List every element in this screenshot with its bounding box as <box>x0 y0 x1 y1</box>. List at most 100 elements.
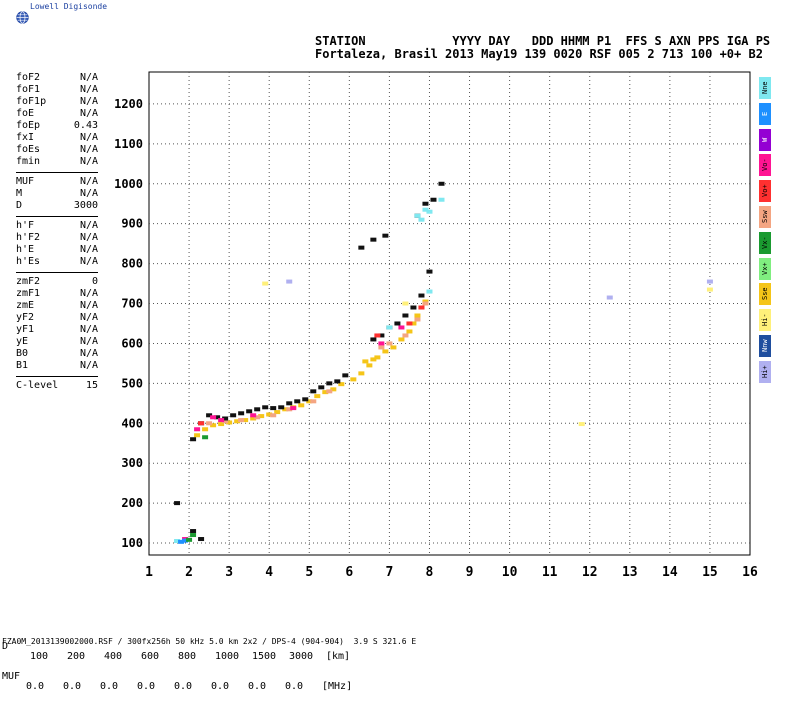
legend-label: Vx- <box>761 236 769 250</box>
legend-label: Hi+ <box>761 365 769 379</box>
muf-value: 0.0 <box>137 681 156 692</box>
echo-point <box>310 399 317 404</box>
param-name: foF1p <box>16 96 47 107</box>
x-tick-label: 3 <box>225 565 233 580</box>
param-name: yF2 <box>16 312 35 323</box>
param-row: yE N/A <box>16 336 98 348</box>
muf-value: 0.0 <box>174 681 193 692</box>
param-name: yF1 <box>16 324 35 335</box>
param-row: D 3000 <box>16 200 98 212</box>
plot-frame <box>148 71 751 556</box>
echo-point <box>370 237 377 242</box>
echo-point <box>418 217 425 222</box>
param-name: foE <box>16 108 35 119</box>
echo-point <box>310 389 317 394</box>
muf-value: 0.0 <box>285 681 304 692</box>
echo-point <box>362 359 369 364</box>
echo-point <box>186 537 193 542</box>
param-name: h'E <box>16 244 35 255</box>
echo-point <box>190 437 197 442</box>
param-row: h'F N/A <box>16 220 98 232</box>
echo-point <box>250 416 257 421</box>
param-row: zmF1 N/A <box>16 288 98 300</box>
param-value: N/A <box>79 96 98 107</box>
param-name: fxI <box>16 132 35 143</box>
param-value: N/A <box>79 176 98 187</box>
echo-point <box>174 539 181 544</box>
echo-point <box>254 407 261 412</box>
header-values: Fortaleza, Brasil 2013 May19 139 0020 RS… <box>315 47 763 61</box>
x-tick-label: 16 <box>742 565 758 580</box>
echo-point <box>406 321 413 326</box>
brand-name: Lowell Digisonde <box>30 2 108 11</box>
y-tick-label: 900 <box>121 217 143 231</box>
param-row: M N/A <box>16 188 98 200</box>
param-separator <box>16 172 98 173</box>
distance-muf-table: D 100 200 400 600 800 1000 1500 3000 [km] MUF 0.… <box>0 612 352 692</box>
x-tick-label: 4 <box>265 565 273 580</box>
echo-point <box>426 209 433 214</box>
param-separator <box>16 216 98 217</box>
param-row: fmin N/A <box>16 156 98 168</box>
param-row: h'Es N/A <box>16 256 98 268</box>
param-name: C-level <box>16 380 59 391</box>
header-labels: STATION YYYY DAY DDD HHMM P1 FFS S AXN P… <box>315 34 771 48</box>
legend-label: Sse <box>761 288 769 301</box>
echo-point <box>270 406 277 411</box>
param-name: h'Es <box>16 256 41 267</box>
muf-row: MUF 0.0 0.0 0.0 0.0 0.0 0.0 0.0 0.0 [MHz] <box>0 662 352 692</box>
x-axis-ticks: 1 2 3 4 5 6 7 8 9 10 11 12 13 14 15 16 <box>145 565 758 580</box>
echo-point <box>350 377 357 382</box>
y-tick-label: 100 <box>121 536 143 550</box>
distance-value: 3000 <box>289 651 314 662</box>
param-row: foF2 N/A <box>16 72 98 84</box>
param-value: N/A <box>79 324 98 335</box>
x-tick-label: 1 <box>145 565 153 580</box>
distance-label: D <box>2 641 9 652</box>
echo-point <box>410 321 417 326</box>
legend-label: E <box>761 111 769 116</box>
echo-point <box>394 321 401 326</box>
muf-value: 0.0 <box>63 681 82 692</box>
distance-value: 100 <box>30 651 49 662</box>
param-name: MUF <box>16 176 35 187</box>
param-value: N/A <box>79 288 98 299</box>
param-row: foEs N/A <box>16 144 98 156</box>
echo-point <box>226 420 233 425</box>
param-name: foEp <box>16 120 41 131</box>
x-tick-label: 15 <box>702 565 718 580</box>
echo-point <box>290 406 297 411</box>
legend-item: Hi- <box>759 309 771 332</box>
echo-point <box>426 269 433 274</box>
echo-point <box>286 401 293 406</box>
echo-point <box>418 293 425 298</box>
echo-point <box>206 421 213 426</box>
param-name: B1 <box>16 360 29 371</box>
param-value: N/A <box>79 144 98 155</box>
param-row: zmE N/A <box>16 300 98 312</box>
echo-point <box>382 349 389 354</box>
parameter-panel: foF2 N/A foF1 N/A foF1p N/A foE N/A foEp 0.43 fxI N… <box>16 72 98 392</box>
echo-point <box>298 403 305 408</box>
x-tick-label: 8 <box>426 565 434 580</box>
muf-value: 0.0 <box>211 681 230 692</box>
echo-point <box>430 197 437 202</box>
echo-point <box>426 289 433 294</box>
echo-point <box>414 213 421 218</box>
param-name: h'F <box>16 220 35 231</box>
param-value: N/A <box>79 220 98 231</box>
ionogram-chart: 1 2 3 4 5 6 7 8 9 10 11 12 13 14 15 16 1002003004005006… <box>114 71 758 580</box>
x-tick-label: 5 <box>305 565 313 580</box>
echo-point <box>314 394 321 399</box>
legend-item: Vo- <box>759 154 771 177</box>
echo-point <box>190 533 197 538</box>
x-tick-label: 6 <box>345 565 353 580</box>
echo-point <box>438 197 445 202</box>
param-value: N/A <box>79 360 98 371</box>
distance-value: 1000 <box>215 651 240 662</box>
echo-point <box>422 201 429 206</box>
distance-value: 200 <box>67 651 86 662</box>
param-row: C-level 15 <box>16 380 98 392</box>
x-tick-label: 2 <box>185 565 193 580</box>
param-value: 15 <box>85 380 98 391</box>
